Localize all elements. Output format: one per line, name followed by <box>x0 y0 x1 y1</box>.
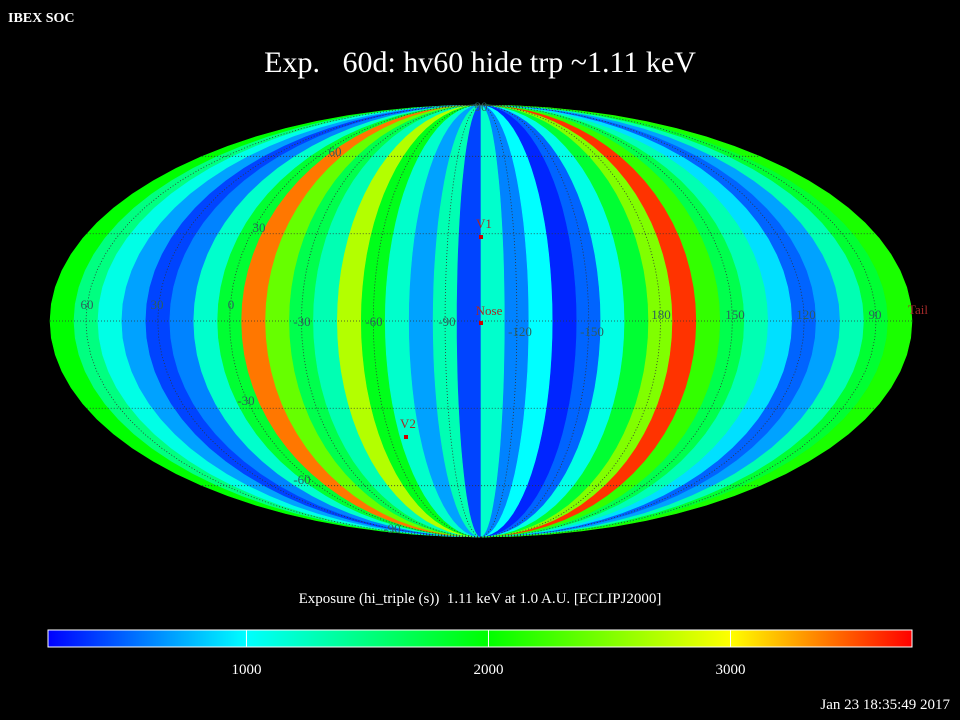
longitude-label: -90 <box>438 314 455 329</box>
longitude-label: -120 <box>508 324 532 339</box>
marker-label: Nose <box>476 303 503 318</box>
marker-dot <box>479 321 483 325</box>
longitude-label: -60 <box>365 314 382 329</box>
mollweide-map <box>49 104 913 538</box>
latitude-label: 60 <box>329 144 342 159</box>
map-labels: 90 60 30 -30 -60 -90 60 30 0 -30 -60 -90 -120 -150 180… <box>81 99 929 536</box>
colorbar-fill <box>47 629 913 648</box>
longitude-label: 90 <box>869 307 882 322</box>
marker-label: V1 <box>476 216 492 231</box>
colorbar-tick-label: 2000 <box>473 662 503 678</box>
colorbar-tick-label: 3000 <box>715 662 745 678</box>
app-label: IBEX SOC <box>8 11 75 26</box>
marker-dot <box>404 435 408 439</box>
map-title: Exp. 60d: hv60 hide trp ~1.11 keV <box>264 46 696 79</box>
meridian <box>157 104 482 538</box>
latitude-label: 30 <box>253 220 266 235</box>
longitude-label: 180 <box>651 307 671 322</box>
longitude-label: -30 <box>293 314 310 329</box>
colorbar-title: Exposure (hi_triple (s)) 1.11 keV at 1.0… <box>299 591 662 607</box>
meridian <box>372 104 482 538</box>
graticule <box>50 104 912 538</box>
longitude-label: -150 <box>580 324 604 339</box>
marker-label: Tail <box>908 302 928 317</box>
longitude-label: 150 <box>725 307 745 322</box>
marker-dot <box>479 235 483 239</box>
colorbar: 1000 2000 3000 <box>47 629 913 678</box>
latitude-label: 90 <box>475 99 488 114</box>
longitude-label: 60 <box>81 297 94 312</box>
timestamp: Jan 23 18:35:49 2017 <box>820 697 950 713</box>
marker-label: V2 <box>400 416 416 431</box>
meridian <box>480 104 590 538</box>
longitude-label: 120 <box>796 307 816 322</box>
latitude-label: -30 <box>237 393 254 408</box>
latitude-label: -60 <box>293 472 310 487</box>
meridian <box>480 104 805 538</box>
colorbar-tick-label: 1000 <box>231 662 261 678</box>
meridian <box>480 104 877 538</box>
longitude-label: 30 <box>151 297 164 312</box>
meridian <box>85 104 482 538</box>
latitude-label: -90 <box>383 521 400 536</box>
longitude-label: 0 <box>228 297 235 312</box>
